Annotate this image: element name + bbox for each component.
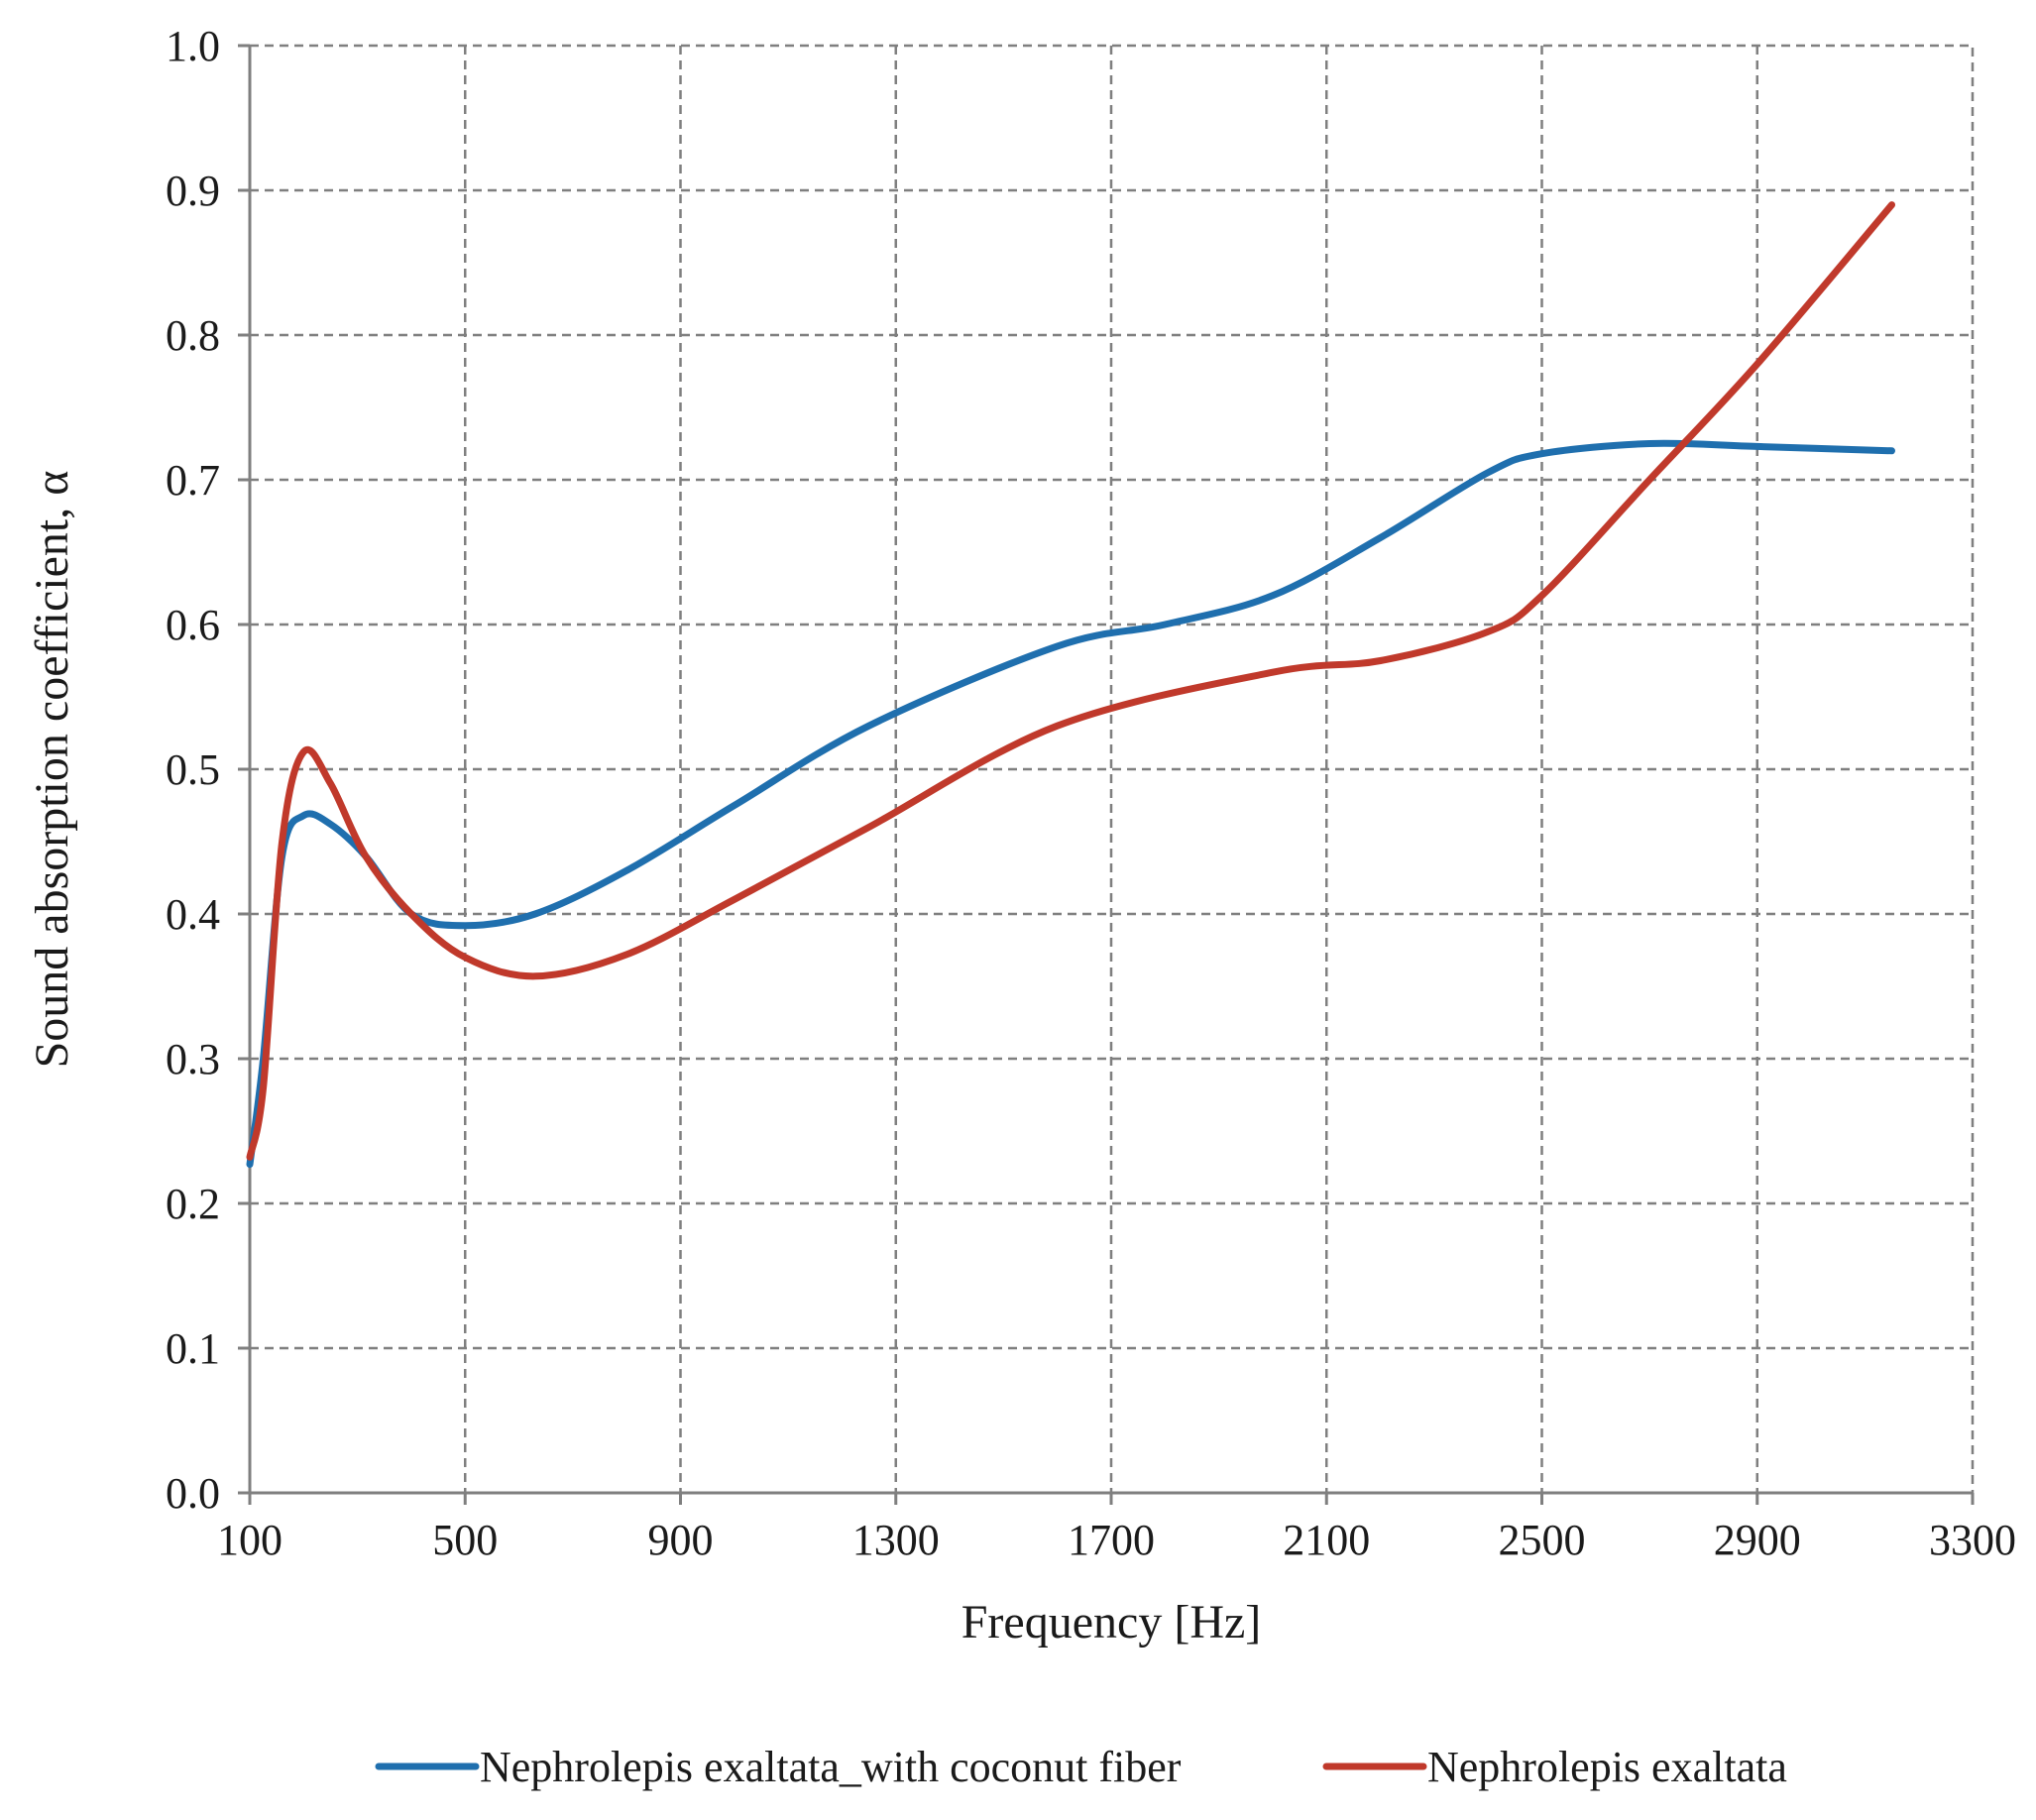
x-tick-label: 1700 bbox=[1068, 1516, 1155, 1564]
legend-label-coconut-fiber: Nephrolepis exaltata_with coconut fiber bbox=[480, 1743, 1182, 1791]
x-tick-label: 900 bbox=[648, 1516, 714, 1564]
x-tick-labels: 100 500 900 1300 1700 2100 2500 2900 3300 bbox=[217, 1516, 2016, 1564]
series-line-coconut-fiber bbox=[246, 439, 1895, 1169]
legend-label-nephrolepis: Nephrolepis exaltata bbox=[1427, 1743, 1787, 1791]
x-tick-label: 2900 bbox=[1714, 1516, 1801, 1564]
y-tick-labels: 0.0 0.1 0.2 0.3 0.4 0.5 0.6 0.7 0.8 0.9 1.0 bbox=[166, 22, 220, 1518]
grid bbox=[238, 44, 1975, 1505]
y-tick-label: 0.4 bbox=[166, 890, 220, 939]
y-tick-label: 0.5 bbox=[166, 745, 220, 794]
y-tick-label: 0.6 bbox=[166, 601, 220, 649]
y-tick-label: 0.0 bbox=[166, 1469, 220, 1518]
x-axis-title: Frequency [Hz] bbox=[961, 1596, 1262, 1649]
y-tick-label: 0.8 bbox=[166, 311, 220, 360]
y-tick-label: 0.7 bbox=[166, 456, 220, 505]
y-axis-title: Sound absorption coefficient, α bbox=[26, 471, 78, 1069]
series-lines bbox=[246, 201, 1895, 1169]
x-tick-label: 2100 bbox=[1283, 1516, 1370, 1564]
series-line-nephrolepis bbox=[246, 201, 1895, 1161]
x-tick-label: 100 bbox=[217, 1516, 283, 1564]
y-tick-label: 1.0 bbox=[166, 22, 220, 70]
x-tick-label: 1300 bbox=[852, 1516, 940, 1564]
y-tick-label: 0.2 bbox=[166, 1180, 220, 1228]
x-tick-label: 3300 bbox=[1929, 1516, 2016, 1564]
y-tick-label: 0.3 bbox=[166, 1035, 220, 1083]
y-tick-label: 0.1 bbox=[166, 1324, 220, 1373]
y-tick-label: 0.9 bbox=[166, 167, 220, 215]
x-tick-label: 500 bbox=[432, 1516, 498, 1564]
legend: Nephrolepis exaltata_with coconut fiber … bbox=[375, 1743, 1787, 1791]
x-tick-label: 2500 bbox=[1499, 1516, 1586, 1564]
